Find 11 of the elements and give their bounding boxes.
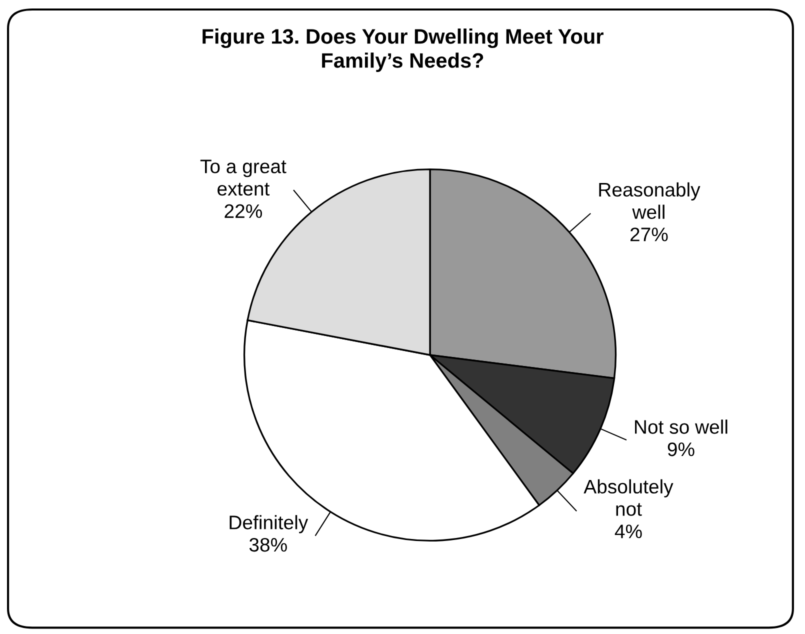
data-label: 9% xyxy=(668,442,694,456)
slice-label: To a great extent xyxy=(200,160,286,196)
data-label: 38% xyxy=(249,538,287,552)
slice-label: Definitely xyxy=(230,515,308,534)
data-label: 4% xyxy=(614,524,642,538)
slice-label: Reasonably well xyxy=(599,182,700,219)
slice-label: Not so well xyxy=(635,420,728,434)
data-label: 27% xyxy=(630,228,668,242)
slice-label: Absolutely not xyxy=(584,479,674,516)
data-label: 22% xyxy=(224,204,262,218)
chart-title: Figure 13. Does Your Dwelling Meet Your Family’s Needs? xyxy=(202,28,604,72)
